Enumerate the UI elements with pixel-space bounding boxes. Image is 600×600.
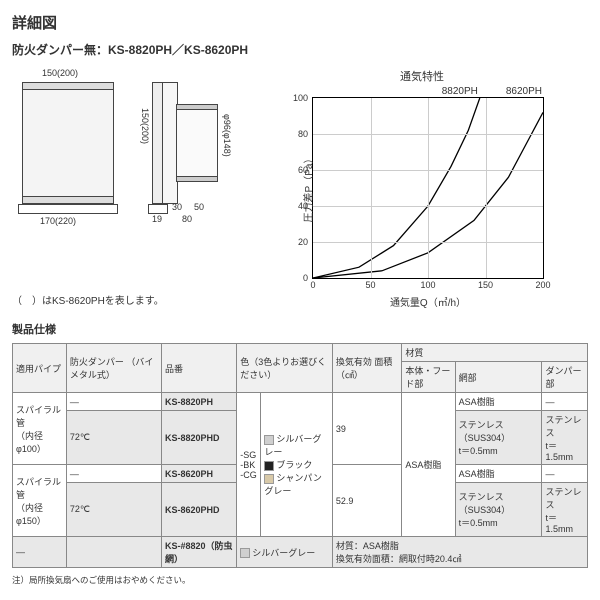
model-cell: KS-#8820（防虫網） [162, 537, 237, 568]
th-mat-body: 本体・フード部 [402, 362, 455, 393]
dim-side-h: 150(200) [140, 108, 150, 144]
table-cell: ステンレス（SUS304）t＝0.5mm [455, 483, 542, 537]
table-cell: — [66, 465, 161, 483]
th-pipe: 適用パイプ [13, 344, 67, 393]
model-cell: KS-8820PHD [162, 411, 237, 465]
table-cell: ステンレスt＝1.5mm [542, 411, 588, 465]
chart-title: 通気特性 [282, 68, 562, 84]
chart-x-tick: 150 [478, 280, 493, 290]
chart-y-tick: 0 [303, 273, 308, 283]
tech-drawing: 150(200) 170(220) 150(200) φ96(φ148) 19 … [12, 68, 262, 288]
table-cell [66, 537, 161, 568]
chart-x-tick: 50 [365, 280, 375, 290]
diagram-note: （ ）はKS-8620PHを表します。 [12, 292, 262, 307]
dim-19: 19 [152, 214, 162, 224]
table-cell: 72℃ [66, 411, 161, 465]
th-material: 材質 [402, 344, 588, 362]
chart-xlabel: 通気量Q（㎥/h） [390, 294, 466, 309]
screen-color: シルバーグレー [237, 537, 333, 568]
model-cell: KS-8820PH [162, 393, 237, 411]
dim-bottom: 170(220) [40, 216, 76, 226]
table-cell: ASA樹脂 [455, 465, 542, 483]
table-cell: 39 [332, 393, 402, 465]
dim-pipe: φ96(φ148) [222, 114, 232, 157]
th-mat-damper: ダンパー部 [542, 362, 588, 393]
table-cell: — [542, 393, 588, 411]
chart-block: 通気特性 8820PH 8620PH 圧力差P（Pa） 通気量Q（㎥/h） 05… [282, 68, 562, 307]
table-cell: スパイラル管（内径φ150） [13, 465, 67, 537]
footnote: 注）局所換気扇へのご使用はおやめください。 [12, 574, 588, 586]
color-codes: -SG-BK-CG [237, 393, 261, 537]
series-label-b: 8620PH [506, 86, 542, 97]
th-damper: 防火ダンパー （バイメタル式） [66, 344, 161, 393]
screen-note: 材質：ASA樹脂換気有効面積：網取付時20.4㎠ [332, 537, 587, 568]
chart-area: 圧力差P（Pa） 通気量Q（㎥/h） 050100150200020406080… [312, 97, 544, 279]
model-cell: KS-8620PHD [162, 483, 237, 537]
table-cell: ASA樹脂 [455, 393, 542, 411]
page-title: 詳細図 [12, 12, 588, 33]
color-names: シルバーグレーブラックシャンパングレー [261, 393, 332, 537]
table-cell: ステンレスt＝1.5mm [542, 483, 588, 537]
table-cell: — [66, 393, 161, 411]
chart-y-tick: 100 [293, 93, 308, 103]
th-model: 品番 [162, 344, 237, 393]
series-label-a: 8820PH [442, 86, 478, 97]
th-area: 換気有効 面積（㎠） [332, 344, 402, 393]
chart-x-tick: 0 [310, 280, 315, 290]
subtitle: 防火ダンパー無：KS-8820PH／KS-8620PH [12, 41, 588, 58]
table-cell: ステンレス（SUS304）t＝0.5mm [455, 411, 542, 465]
diagram-block: 150(200) 170(220) 150(200) φ96(φ148) 19 … [12, 68, 262, 307]
table-cell: — [542, 465, 588, 483]
dim-80: 80 [182, 214, 192, 224]
spec-heading: 製品仕様 [12, 321, 588, 337]
table-cell: スパイラル管（内径φ100） [13, 393, 67, 465]
th-mat-net: 網部 [455, 362, 542, 393]
th-color: 色（3色よりお選びください） [237, 344, 333, 393]
chart-x-tick: 200 [535, 280, 550, 290]
chart-y-tick: 20 [298, 237, 308, 247]
top-row: 150(200) 170(220) 150(200) φ96(φ148) 19 … [12, 68, 588, 307]
table-cell: — [13, 537, 67, 568]
chart-y-tick: 40 [298, 201, 308, 211]
chart-y-tick: 80 [298, 129, 308, 139]
dim-50: 50 [194, 202, 204, 212]
table-cell: 52.9 [332, 465, 402, 537]
model-cell: KS-8620PH [162, 465, 237, 483]
table-cell: 72℃ [66, 483, 161, 537]
table-cell: ASA樹脂 [402, 393, 455, 537]
spec-table: 適用パイプ 防火ダンパー （バイメタル式） 品番 色（3色よりお選びください） … [12, 343, 588, 568]
dim-top: 150(200) [42, 68, 78, 78]
chart-x-tick: 100 [420, 280, 435, 290]
chart-y-tick: 60 [298, 165, 308, 175]
dim-30: 30 [172, 202, 182, 212]
